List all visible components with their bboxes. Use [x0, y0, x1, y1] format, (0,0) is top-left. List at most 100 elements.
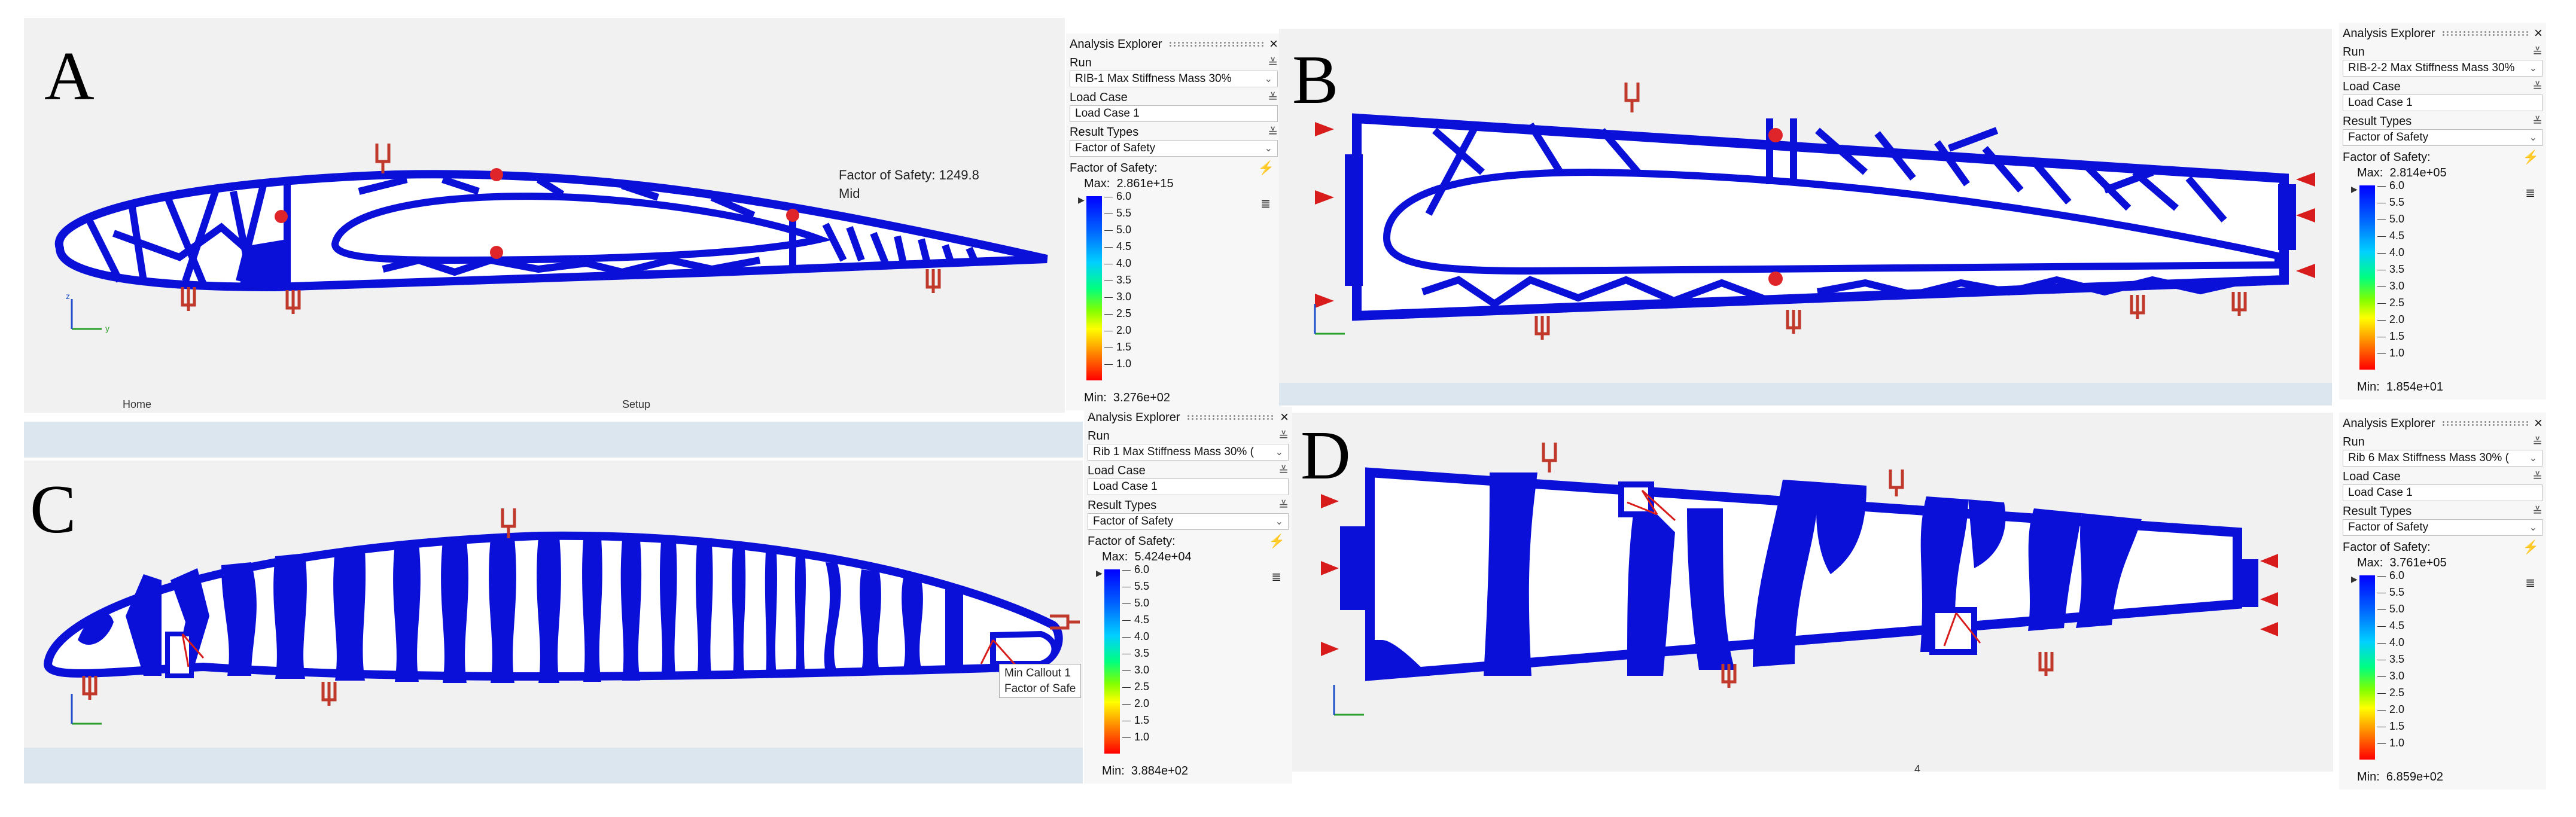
- panel-a-callout: Factor of Safety: 1249.8 Mid: [839, 166, 979, 203]
- legend-tick: 2.0: [2377, 703, 2404, 716]
- run-select[interactable]: RIB-1 Max Stiffness Mass 30% ⌄: [1070, 71, 1278, 87]
- lightning-icon[interactable]: ⚡: [1268, 534, 1285, 548]
- collapse-icon[interactable]: ≚: [1268, 126, 1278, 139]
- panel-a-model: z y: [54, 144, 1048, 333]
- play-icon[interactable]: ▶: [2351, 574, 2358, 584]
- legend-tick: 2.5: [2377, 687, 2404, 699]
- menu-icon[interactable]: ≣: [2525, 187, 2535, 200]
- callout-a-line1: Factor of Safety: 1249.8: [839, 167, 979, 182]
- panel-d-viewport[interactable]: D 4: [1292, 413, 2333, 772]
- axis-triad-icon: [71, 694, 102, 725]
- load-case-field[interactable]: Load Case 1: [2343, 484, 2542, 501]
- menu-icon[interactable]: ≣: [2525, 577, 2535, 590]
- result-type-select[interactable]: Factor of Safety ⌄: [1088, 513, 1289, 530]
- panel-a-viewport[interactable]: z y A Factor of Safety: 1249.8 Mid Home …: [24, 18, 1065, 413]
- load-case-field[interactable]: Load Case 1: [2343, 94, 2542, 111]
- legend-tick: 1.5: [2377, 720, 2404, 733]
- legend-tick: 5.0: [1122, 597, 1149, 609]
- panel-c-viewport[interactable]: C Min Callout 1 Factor of Safe: [24, 461, 1083, 748]
- panel-a-letter: A: [44, 38, 95, 115]
- run-label: Run: [1070, 56, 1092, 69]
- drag-grip-icon[interactable]: [1168, 41, 1263, 47]
- rib-b-inner-spar: [1383, 168, 2282, 275]
- legend-title: Factor of Safety:: [1070, 161, 1158, 175]
- panel-c-letter: C: [30, 471, 77, 548]
- panel-a-ribs: [86, 176, 979, 286]
- menu-icon[interactable]: ≣: [1260, 197, 1271, 211]
- analysis-explorer-d: Analysis Explorer × Run ≚ Rib 6 Max Stiffn…: [2339, 413, 2546, 789]
- legend-tick: 3.5: [2377, 653, 2404, 666]
- panel-b-viewport[interactable]: B: [1279, 29, 2332, 395]
- legend-tick: 1.0: [1122, 731, 1149, 743]
- dropdown-caret-icon: ⌄: [1264, 144, 1272, 154]
- collapse-icon[interactable]: ≚: [2532, 45, 2542, 59]
- dropdown-caret-icon: ⌄: [2529, 63, 2537, 74]
- panel-b-supports: [1534, 83, 2247, 340]
- play-icon[interactable]: ▶: [1078, 195, 1085, 205]
- collapse-icon[interactable]: ≚: [1278, 499, 1289, 513]
- legend-tick: 4.5: [2377, 620, 2404, 632]
- collapse-icon[interactable]: ≚: [1278, 429, 1289, 443]
- drag-grip-icon[interactable]: [2441, 31, 2528, 36]
- panel-b-load-arrows: [1315, 122, 2315, 308]
- legend-tick: 2.0: [1122, 697, 1149, 710]
- lightning-icon[interactable]: ⚡: [2522, 539, 2539, 554]
- explorer-title: Analysis Explorer: [2343, 26, 2435, 40]
- panel-c-bottom-strip: [24, 748, 1083, 784]
- legend-tick: 1.5: [2377, 330, 2404, 343]
- legend-tick: 5.0: [2377, 603, 2404, 615]
- legend-min: Min: 1.854e+01: [2357, 380, 2444, 394]
- result-types-label: Result Types: [2343, 114, 2412, 128]
- legend-tick: 1.0: [2377, 737, 2404, 749]
- lightning-icon[interactable]: ⚡: [1257, 160, 1274, 175]
- collapse-icon[interactable]: ≚: [1268, 91, 1278, 105]
- lightning-icon[interactable]: ⚡: [2522, 150, 2539, 164]
- run-select[interactable]: Rib 1 Max Stiffness Mass 30% (⌄: [1088, 444, 1289, 461]
- result-types-label: Result Types: [2343, 504, 2412, 518]
- load-case-field[interactable]: Load Case 1: [1070, 105, 1278, 122]
- legend-tick: 2.5: [1122, 681, 1149, 693]
- collapse-icon[interactable]: ≚: [2532, 80, 2542, 94]
- collapse-icon[interactable]: ≚: [2532, 435, 2542, 449]
- load-case-label: Load Case: [1088, 464, 1146, 477]
- collapse-icon[interactable]: ≚: [1268, 56, 1278, 70]
- legend-max: Max: 3.761e+05: [2357, 556, 2447, 569]
- analysis-explorer-b: Analysis Explorer × Run ≚ RIB-2-2 Max Stif…: [2339, 23, 2546, 400]
- close-icon[interactable]: ×: [1280, 409, 1289, 425]
- run-select[interactable]: Rib 6 Max Stiffness Mass 30% (⌄: [2343, 450, 2542, 467]
- legend-tick: 2.0: [1104, 324, 1131, 337]
- dropdown-caret-icon: ⌄: [1264, 74, 1272, 84]
- load-case-field[interactable]: Load Case 1: [1088, 478, 1289, 495]
- run-label: Run: [1088, 429, 1110, 443]
- close-icon[interactable]: ×: [1269, 36, 1278, 52]
- legend-tick: 5.5: [1122, 580, 1149, 593]
- result-type-select[interactable]: Factor of Safety ⌄: [1070, 140, 1278, 157]
- result-type-select[interactable]: Factor of Safety ⌄: [2343, 519, 2542, 536]
- result-types-label: Result Types: [1070, 125, 1139, 139]
- color-scale-bar: [1086, 196, 1102, 380]
- result-type-select[interactable]: Factor of Safety ⌄: [2343, 129, 2542, 146]
- close-icon[interactable]: ×: [2534, 25, 2542, 41]
- svg-text:z: z: [66, 291, 70, 301]
- drag-grip-icon[interactable]: [1186, 414, 1274, 420]
- toolbar-setup[interactable]: Setup: [622, 398, 651, 410]
- toolbar-home[interactable]: Home: [123, 398, 152, 410]
- play-icon[interactable]: ▶: [1096, 568, 1103, 578]
- legend-tick: 5.5: [2377, 586, 2404, 599]
- legend-tick: 4.5: [1104, 240, 1131, 253]
- collapse-icon[interactable]: ≚: [1278, 464, 1289, 478]
- collapse-icon[interactable]: ≚: [2532, 505, 2542, 519]
- axis-triad-icon: [1314, 304, 1345, 335]
- legend-tick: 5.0: [2377, 213, 2404, 225]
- play-icon[interactable]: ▶: [2351, 184, 2358, 194]
- drag-grip-icon[interactable]: [2441, 420, 2528, 426]
- legend-tick: 3.0: [1122, 664, 1149, 676]
- collapse-icon[interactable]: ≚: [2532, 470, 2542, 484]
- axis-triad-icon: z y: [66, 291, 109, 333]
- legend-tick: 5.5: [1104, 207, 1131, 220]
- menu-icon[interactable]: ≣: [1271, 571, 1281, 584]
- panel-d-model: [1321, 443, 2278, 716]
- run-select[interactable]: RIB-2-2 Max Stiffness Mass 30% ⌄: [2343, 60, 2542, 77]
- close-icon[interactable]: ×: [2534, 415, 2542, 431]
- collapse-icon[interactable]: ≚: [2532, 115, 2542, 129]
